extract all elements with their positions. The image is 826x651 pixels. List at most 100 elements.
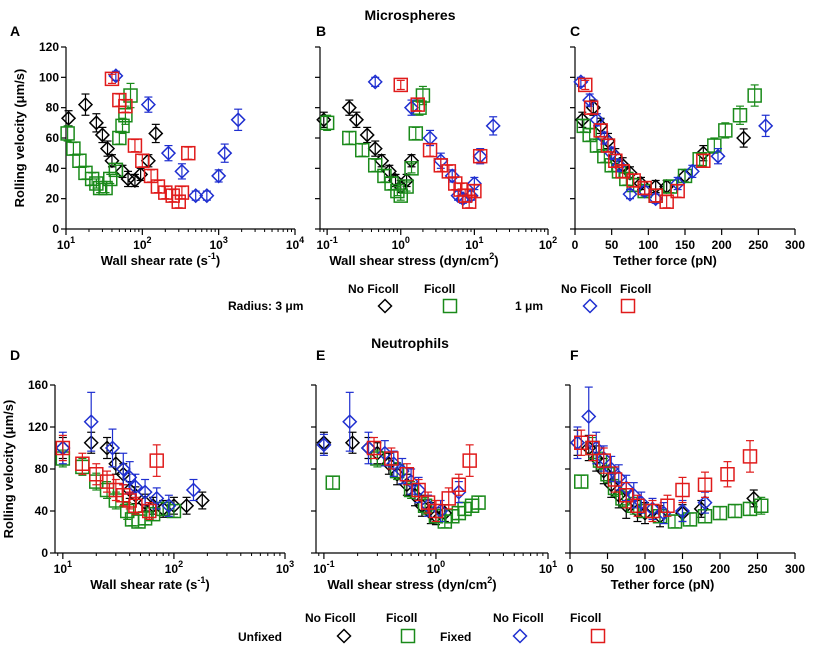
x-tick-label: 102	[165, 559, 183, 576]
data-point	[104, 71, 120, 87]
panel-letter: F	[570, 347, 579, 363]
legend-top-group2-label: 1 μm	[515, 299, 543, 313]
panel-e: E 10-1 100 101 Wall shear stress (dyn/cm2)	[311, 347, 557, 592]
data-point	[115, 461, 131, 477]
data-point	[161, 498, 177, 514]
data-point	[127, 138, 143, 153]
data-point	[316, 112, 332, 128]
data-point	[404, 161, 419, 176]
data-point	[355, 142, 370, 158]
panel-f: F 0 50 100 150 200 250 300 Tether force (pN)	[565, 347, 805, 592]
data-point	[118, 98, 133, 114]
data-point	[451, 477, 467, 492]
data-point	[104, 440, 121, 456]
data-point	[710, 148, 726, 164]
data-point	[135, 153, 150, 168]
data-point	[457, 501, 472, 517]
data-point	[122, 493, 137, 508]
data-point	[359, 127, 375, 143]
legend-top-group1-label: Radius: 3 μm	[228, 299, 303, 313]
legend-bottom-group2-label: Fixed	[440, 630, 471, 644]
x-tick-label: 101	[57, 235, 75, 252]
data-point	[60, 126, 75, 141]
x-tick-label: 100	[427, 559, 445, 576]
series-fixed-ficoll	[393, 77, 488, 209]
panel-b: B 10-1 100 101 102 Wall shear stress (dyn/cm2…	[315, 23, 557, 268]
x-tick-label: 300	[785, 238, 805, 252]
data-point	[727, 503, 743, 519]
panel-letter: A	[10, 23, 20, 39]
data-point	[408, 126, 424, 141]
y-tick-label: 100	[39, 70, 59, 84]
data-point	[217, 145, 233, 161]
data-point	[589, 112, 605, 128]
data-point	[754, 498, 769, 513]
y-tick-label: 80	[46, 101, 60, 115]
data-point	[675, 482, 690, 498]
data-point	[115, 118, 130, 134]
y-tick-label: 40	[35, 504, 49, 518]
y-axis-label: Rolling velocity (μm/s)	[1, 400, 16, 539]
data-point	[137, 511, 153, 526]
data-point	[461, 194, 477, 209]
data-point	[185, 482, 202, 498]
y-tick-label: 80	[35, 462, 49, 476]
legend-marker	[590, 628, 606, 644]
panel-a: A 0 20 40 60 80 100 120 101 102 103 104 Wall shear r…	[10, 23, 304, 268]
data-point	[573, 74, 589, 90]
y-axis-label: Rolling velocity (μm/s)	[12, 69, 27, 208]
data-point	[411, 482, 426, 498]
data-point	[389, 466, 405, 482]
data-point	[742, 449, 758, 464]
x-tick-label: 0	[567, 562, 574, 576]
data-point	[615, 164, 630, 179]
data-point	[684, 163, 700, 179]
series-fixed-ficoll	[366, 436, 477, 523]
series-unfixed-noficoll	[316, 99, 420, 195]
data-point	[99, 474, 115, 489]
data-point	[596, 130, 612, 146]
data-point	[593, 123, 608, 138]
data-point	[736, 130, 752, 146]
data-point	[589, 138, 605, 153]
x-tick-label: 10-1	[316, 235, 337, 252]
data-point	[574, 474, 589, 489]
x-axis-label: Wall shear stress (dyn/cm2)	[327, 575, 496, 592]
legend-top-no-ficoll-1: No Ficoll	[348, 282, 399, 296]
data-point	[188, 188, 204, 204]
data-point	[108, 68, 124, 84]
legend-marker	[442, 298, 458, 314]
data-point	[596, 453, 611, 468]
series-fixed-ficoll	[578, 77, 711, 209]
legend-bottom-no-ficoll-2: No Ficoll	[493, 611, 544, 625]
data-point	[574, 435, 589, 450]
data-point	[55, 440, 71, 456]
data-point	[581, 408, 597, 425]
y-tick-label: 20	[46, 192, 60, 206]
panel-letter: B	[316, 23, 326, 39]
legend-bottom-no-ficoll-1: No Ficoll	[305, 611, 356, 625]
data-point	[441, 491, 456, 506]
panel-d: D 0 40 80 120 160 101 102 103 Wall shear rate (s-…	[1, 347, 294, 592]
legend-marker	[336, 628, 352, 644]
x-tick-label: 250	[747, 562, 767, 576]
series-unfixed-ficoll	[319, 85, 431, 203]
y-tick-label: 40	[46, 161, 60, 175]
legend-marker	[400, 628, 416, 644]
x-tick-label: 250	[748, 238, 768, 252]
data-point	[451, 484, 467, 500]
data-point	[582, 92, 598, 108]
data-point	[325, 475, 341, 490]
data-point	[663, 179, 678, 194]
data-point	[712, 505, 728, 521]
data-point	[171, 194, 187, 209]
data-point	[707, 138, 722, 153]
x-tick-label: 10-1	[313, 559, 334, 576]
data-point	[148, 125, 164, 142]
legend-bottom-marker-unfixed-noficoll	[336, 628, 352, 644]
legend-top-ficoll-2: Ficoll	[620, 282, 651, 296]
legend-top-marker-unfixed-noficoll	[377, 298, 393, 314]
data-point	[758, 118, 774, 134]
data-point	[122, 469, 138, 485]
data-point	[393, 77, 409, 93]
